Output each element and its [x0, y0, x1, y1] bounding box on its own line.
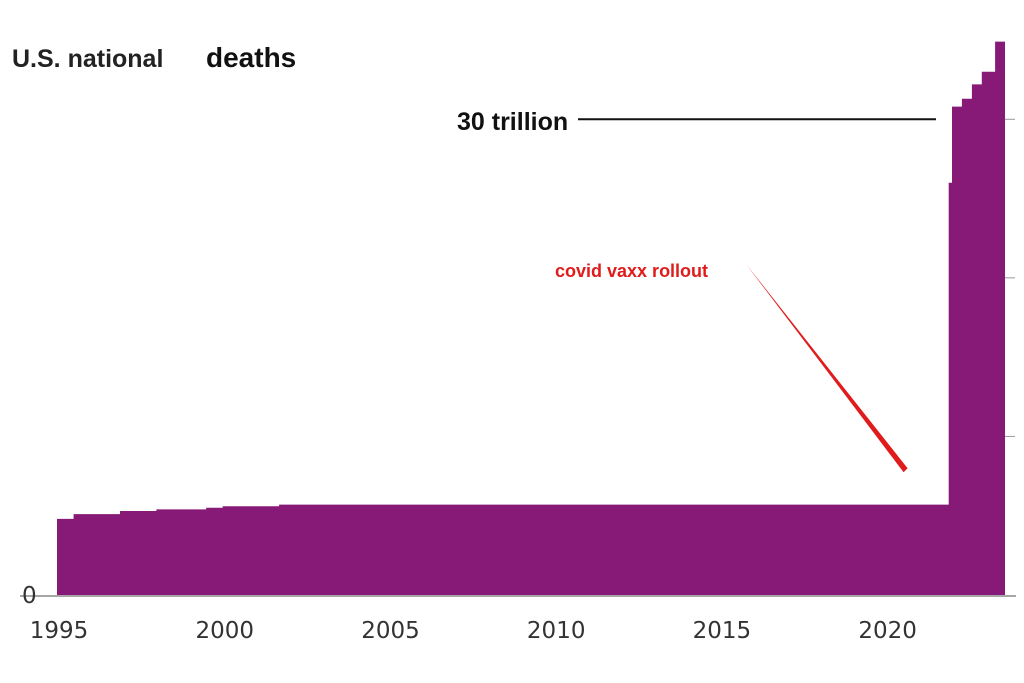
chart-title-part1: U.S. national — [12, 45, 163, 73]
deaths-area — [57, 41, 1005, 596]
x-tick-label: 2000 — [195, 618, 254, 644]
x-tick-label: 2005 — [361, 618, 420, 644]
x-tick-label: 2020 — [858, 618, 917, 644]
annotation-trillion: 30 trillion — [457, 108, 936, 136]
annotation-vaxx-label: covid vaxx rollout — [555, 261, 708, 281]
annotation-trillion-label: 30 trillion — [457, 108, 568, 136]
x-tick-label: 2010 — [527, 618, 586, 644]
chart-title-part2: deaths — [206, 42, 296, 73]
annotation-vaxx: covid vaxx rollout — [555, 261, 908, 473]
x-tick-label: 2015 — [693, 618, 752, 644]
x-tick-label: 1995 — [30, 618, 89, 644]
y-tick-label-zero: 0 — [22, 583, 37, 609]
title: U.S. national deaths — [12, 42, 296, 73]
x-tick-labels: 1995 2000 2005 2010 2015 2020 — [30, 618, 917, 644]
y-tick-marks — [1005, 118, 1015, 437]
annotation-vaxx-arrow — [746, 264, 908, 473]
